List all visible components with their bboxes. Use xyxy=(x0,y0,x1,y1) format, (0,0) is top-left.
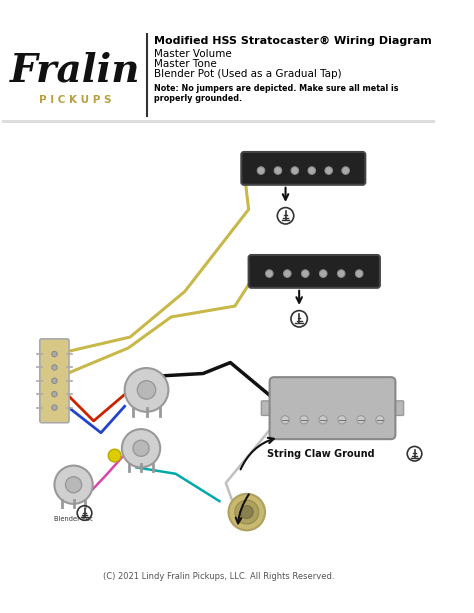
Circle shape xyxy=(319,270,327,278)
Circle shape xyxy=(228,494,265,530)
FancyBboxPatch shape xyxy=(40,339,69,423)
Text: Master Volume: Master Volume xyxy=(154,49,232,59)
Circle shape xyxy=(52,405,57,410)
FancyBboxPatch shape xyxy=(261,401,275,416)
Circle shape xyxy=(325,167,333,175)
Circle shape xyxy=(300,416,308,424)
Circle shape xyxy=(137,381,155,399)
Circle shape xyxy=(122,429,160,467)
Circle shape xyxy=(125,368,168,412)
Text: (C) 2021 Lindy Fralin Pickups, LLC. All Rights Reserved.: (C) 2021 Lindy Fralin Pickups, LLC. All … xyxy=(103,573,334,581)
FancyBboxPatch shape xyxy=(249,255,380,288)
Circle shape xyxy=(108,449,121,462)
Circle shape xyxy=(265,270,273,278)
Circle shape xyxy=(52,351,57,357)
Circle shape xyxy=(338,416,346,424)
Circle shape xyxy=(257,167,265,175)
Circle shape xyxy=(52,378,57,384)
Circle shape xyxy=(376,416,384,424)
Text: P I C K U P S: P I C K U P S xyxy=(39,95,112,105)
Circle shape xyxy=(337,270,345,278)
Bar xyxy=(2,27,435,120)
Circle shape xyxy=(274,167,282,175)
Circle shape xyxy=(342,167,349,175)
Circle shape xyxy=(235,500,259,524)
Text: Modified HSS Stratocaster® Wiring Diagram: Modified HSS Stratocaster® Wiring Diagra… xyxy=(154,36,431,46)
Circle shape xyxy=(281,416,289,424)
Circle shape xyxy=(55,466,93,504)
Bar xyxy=(2,120,435,123)
Circle shape xyxy=(133,440,149,456)
FancyBboxPatch shape xyxy=(390,401,403,416)
Text: Blender Pot (Used as a Gradual Tap): Blender Pot (Used as a Gradual Tap) xyxy=(154,69,341,79)
Circle shape xyxy=(308,167,316,175)
Circle shape xyxy=(356,270,363,278)
Circle shape xyxy=(357,416,365,424)
Text: Master Tone: Master Tone xyxy=(154,59,217,69)
Text: Blender Pot: Blender Pot xyxy=(55,516,93,522)
Circle shape xyxy=(240,506,253,519)
Circle shape xyxy=(291,167,299,175)
Circle shape xyxy=(52,365,57,370)
Circle shape xyxy=(52,392,57,397)
Circle shape xyxy=(301,270,309,278)
FancyBboxPatch shape xyxy=(270,377,395,439)
Circle shape xyxy=(65,477,82,493)
Circle shape xyxy=(283,270,291,278)
FancyBboxPatch shape xyxy=(241,152,365,185)
Text: String Claw Ground: String Claw Ground xyxy=(267,449,374,459)
Text: Fralin: Fralin xyxy=(10,52,141,90)
Text: Note: No jumpers are depicted. Make sure all metal is
properly grounded.: Note: No jumpers are depicted. Make sure… xyxy=(154,83,398,103)
Circle shape xyxy=(319,416,327,424)
